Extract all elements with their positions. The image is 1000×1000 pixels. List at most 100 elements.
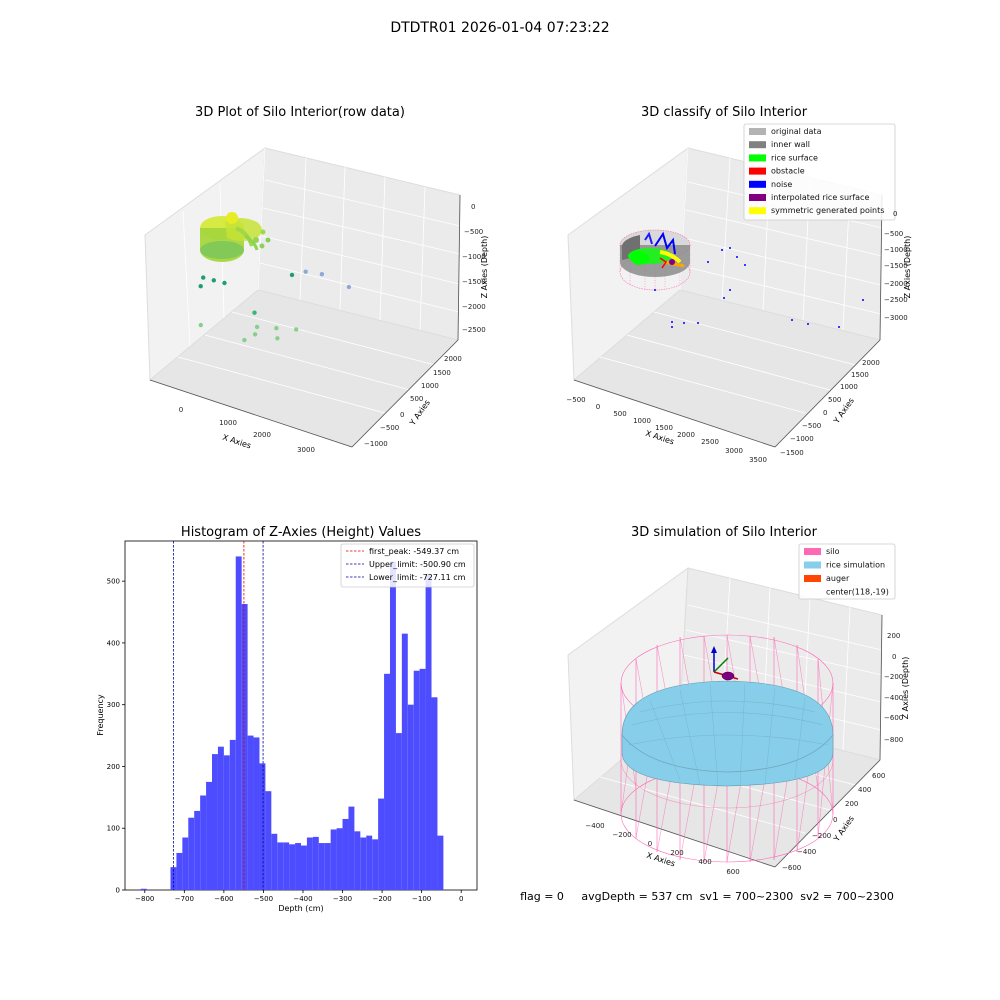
histogram-legend: first_peak: -549.37 cm Upper_limit: -500.… xyxy=(340,543,475,588)
sim-x-tick-4: 400 xyxy=(698,858,711,866)
classify-x-tick-6: 2500 xyxy=(701,438,719,446)
classify-x-tick-4: 1500 xyxy=(655,424,673,432)
raw-data-point xyxy=(222,280,227,286)
histogram-bar xyxy=(419,668,426,890)
legend-label: silo xyxy=(826,547,840,556)
histogram-x-label: Depth (cm) xyxy=(278,904,323,913)
sim-y-tick-6: 600 xyxy=(872,772,885,780)
histogram-bar xyxy=(354,831,361,890)
classify-x-tick-0: −500 xyxy=(566,396,585,404)
legend-label: noise xyxy=(771,180,792,189)
histogram-bar xyxy=(372,839,379,890)
sim-z-axis xyxy=(879,614,883,761)
histogram-bar xyxy=(259,763,266,890)
histogram-y-tick-label: 400 xyxy=(107,639,120,647)
sim-x-tick-0: −400 xyxy=(585,822,604,830)
histogram-bar xyxy=(360,837,367,890)
noise-point xyxy=(838,326,840,328)
sim-x-tick-3: 200 xyxy=(670,849,683,857)
sim-z-tick-1: 0 xyxy=(892,653,896,661)
legend-swatch xyxy=(749,207,766,215)
raw-z-tick-5: −2500 xyxy=(462,326,486,334)
raw-data-point xyxy=(275,336,280,341)
sim-y-ticks: −600 −400 −200 0 200 400 600 xyxy=(782,772,885,872)
raw-x-tick-0: 0 xyxy=(179,406,183,414)
legend-swatch xyxy=(749,194,766,201)
classify-x-tick-8: 3500 xyxy=(749,456,767,464)
raw-3d-silo-point-cloud xyxy=(200,212,271,262)
simulation-legend-frame xyxy=(798,543,896,600)
classify-y-tick-7: 2000 xyxy=(862,359,880,367)
classify-y-tick-0: −1500 xyxy=(780,449,804,457)
histogram-bar xyxy=(194,810,201,890)
histogram-bar xyxy=(247,735,254,890)
classify-z-tick-1: −500 xyxy=(884,230,903,238)
histogram-reference-lines xyxy=(173,541,264,890)
histogram-bar xyxy=(140,888,147,890)
histogram-bar xyxy=(241,604,248,890)
histogram-bar xyxy=(182,837,189,890)
classify-y-tick-5: 1000 xyxy=(840,383,858,391)
legend-swatch xyxy=(749,180,766,188)
raw-z-tick-0: 0 xyxy=(471,203,475,211)
legend-swatch xyxy=(749,128,766,135)
histogram-bar xyxy=(277,842,284,890)
legend-swatch xyxy=(804,575,821,582)
histogram-x-tick-label: −500 xyxy=(254,895,273,903)
histogram-bar xyxy=(217,746,224,890)
histogram-x-tick-label: −600 xyxy=(214,895,233,903)
histogram-bar xyxy=(188,817,195,890)
sim-y-tick-4: 200 xyxy=(845,800,858,808)
sim-z-tick-0: 200 xyxy=(887,632,900,640)
raw-z-tick-1: −500 xyxy=(464,228,483,236)
histogram-bar xyxy=(283,842,290,890)
classify-y-tick-1: −1000 xyxy=(790,435,814,443)
histogram-y-tick-label: 300 xyxy=(107,701,120,709)
raw-z-tick-4: −2000 xyxy=(462,303,486,311)
raw-3d-y-axis xyxy=(351,339,459,448)
histogram-bar xyxy=(295,843,301,890)
raw-data-point xyxy=(198,322,203,328)
histogram-bar xyxy=(176,852,183,890)
histogram-x-ticks: −800 −700 −600 −500 −400 −300 −200 −100 0 xyxy=(135,890,463,903)
simulation-legend: silo rice simulation auger center(118,-19) xyxy=(798,543,896,600)
raw-3d-outlier-points xyxy=(198,269,352,343)
auger-arrow-y xyxy=(713,657,729,673)
sim-x-axis xyxy=(573,799,776,868)
histogram-bar xyxy=(306,837,313,890)
raw-data-point xyxy=(303,269,308,274)
raw-data-point xyxy=(211,278,216,283)
panel-raw-3d: 3D Plot of Silo Interior(row data) xyxy=(144,105,489,454)
noise-point xyxy=(707,261,709,263)
noise-point xyxy=(721,249,723,251)
raw-y-tick-6: 2000 xyxy=(444,355,462,363)
legend-label: original data xyxy=(771,127,822,136)
classify-z-tick-0: 0 xyxy=(893,210,897,218)
histogram-bar xyxy=(366,835,373,890)
histogram-bar xyxy=(425,574,432,890)
histogram-y-ticks: 0 100 200 300 400 500 xyxy=(107,578,125,895)
histogram-bar xyxy=(253,737,260,890)
histogram-bar xyxy=(395,733,402,890)
classify-x-ticks: −500 0 500 1000 1500 2000 2500 3000 3500 xyxy=(566,396,767,464)
classify-x-tick-3: 1000 xyxy=(633,417,651,425)
histogram-legend-label: first_peak: -549.37 cm xyxy=(369,547,459,556)
classify-legend: original data inner wall rice surface obsta… xyxy=(743,123,896,221)
histogram-bar xyxy=(206,781,213,890)
histogram-bar xyxy=(336,828,343,890)
raw-y-tick-1: −500 xyxy=(380,424,399,432)
legend-label: auger xyxy=(826,574,850,583)
classify-y-tick-3: 0 xyxy=(823,409,827,417)
legend-label: center(118,-19) xyxy=(826,588,889,597)
raw-3d-gridlines xyxy=(177,147,461,414)
classify-z-tick-4: −2000 xyxy=(884,280,908,288)
raw-3d-z-ticks: 0 −500 −1000 −1500 −2000 −2500 xyxy=(462,203,486,334)
sim-x-tick-2: 0 xyxy=(648,840,652,848)
raw-data-point xyxy=(346,284,352,290)
panel-simulation-3d: 3D simulation of Silo Interior xyxy=(567,525,910,876)
histogram-bar xyxy=(265,791,272,890)
sim-z-tick-4: −600 xyxy=(884,714,903,722)
classify-y-tick-6: 1500 xyxy=(851,371,869,379)
histogram-x-tick-label: −800 xyxy=(135,895,154,903)
classify-silo-cloud xyxy=(619,229,691,291)
